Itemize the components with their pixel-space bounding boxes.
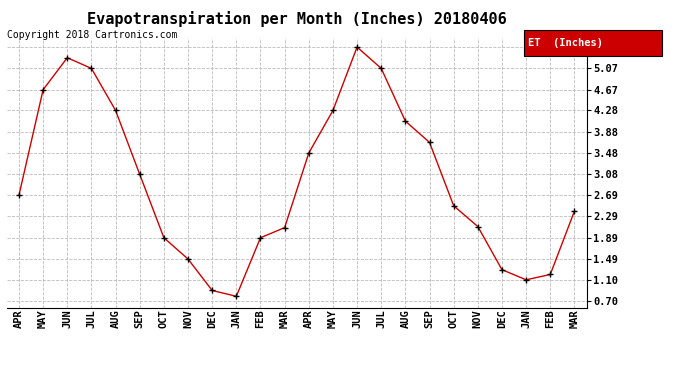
Text: ET  (Inches): ET (Inches)	[528, 38, 603, 48]
Text: Copyright 2018 Cartronics.com: Copyright 2018 Cartronics.com	[7, 30, 177, 40]
Text: Evapotranspiration per Month (Inches) 20180406: Evapotranspiration per Month (Inches) 20…	[87, 11, 506, 27]
